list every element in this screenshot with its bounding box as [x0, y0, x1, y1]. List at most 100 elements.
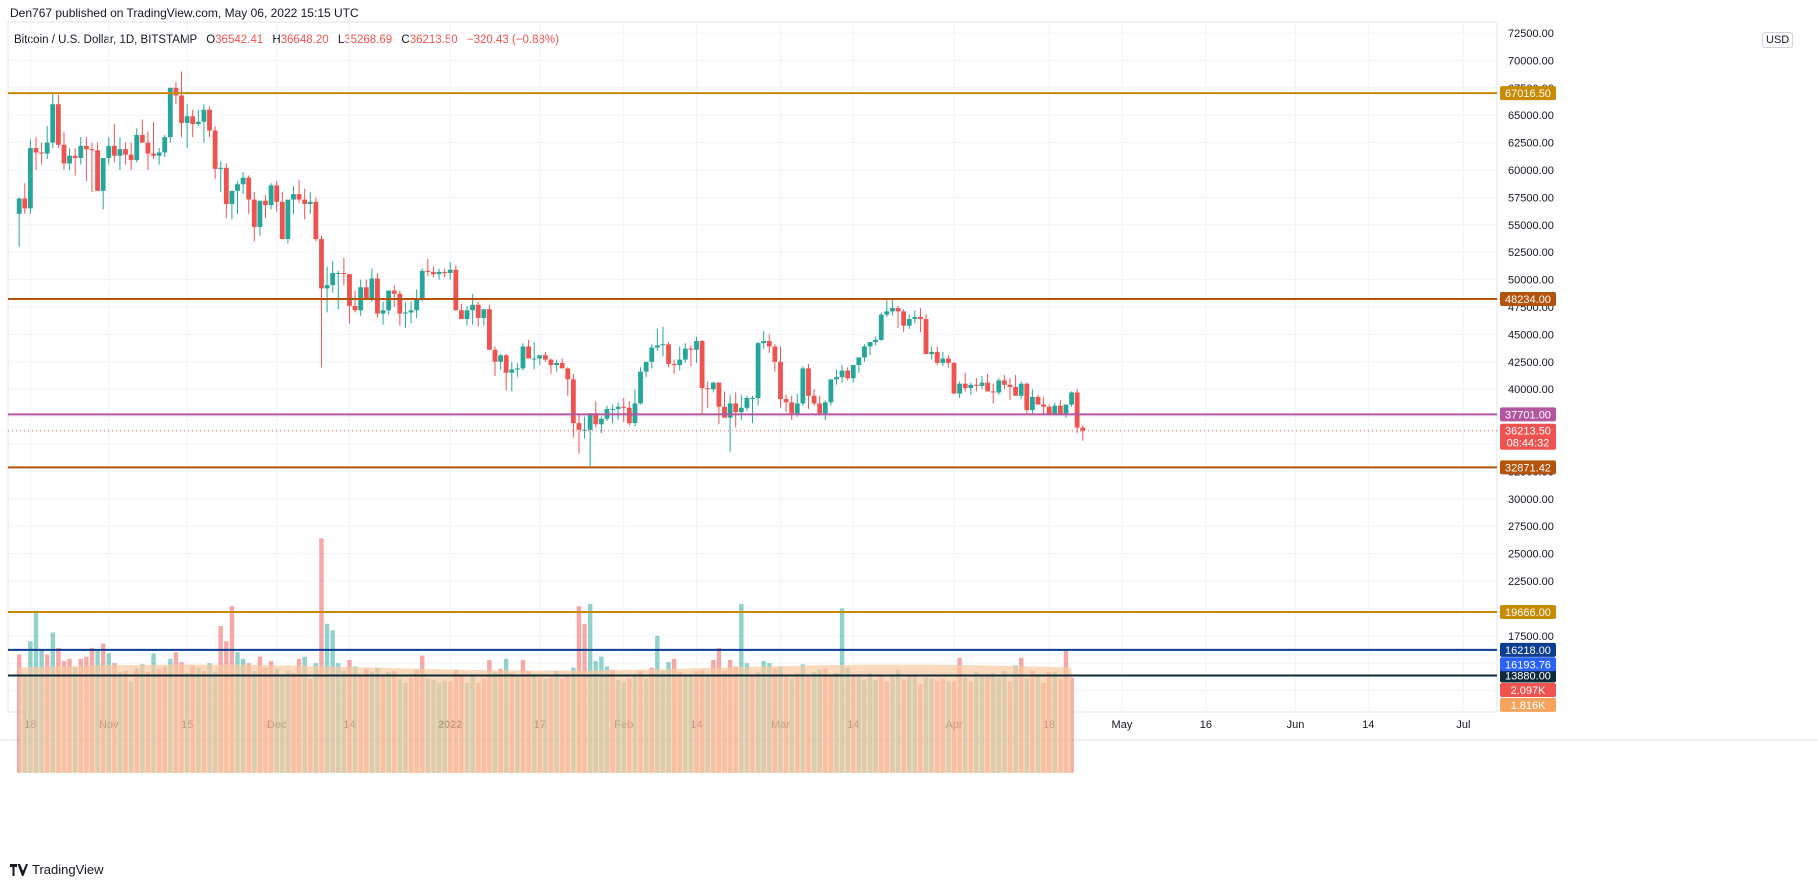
y-tick-label: 60000.00: [1508, 165, 1554, 177]
candle-body: [134, 134, 140, 161]
candle-body: [503, 355, 509, 373]
candle-body: [50, 104, 56, 143]
candle-body: [201, 109, 207, 122]
candle-body: [856, 357, 862, 366]
candle-body: [817, 403, 823, 414]
candle-body: [873, 339, 879, 343]
volume-ma-area: [19, 664, 1072, 773]
candle-body: [610, 408, 615, 410]
candle-body: [22, 198, 28, 209]
y-tick-label: 40000.00: [1508, 384, 1554, 396]
candle-body: [722, 406, 727, 418]
candle-body: [431, 271, 436, 275]
candle-body: [229, 190, 235, 204]
candle-body: [850, 365, 856, 379]
candle-body: [61, 144, 67, 164]
candle-body: [660, 344, 666, 346]
candle-body: [940, 358, 946, 363]
y-tick-label: 57500.00: [1508, 192, 1554, 204]
high-value: 36648.20: [280, 34, 329, 46]
candle-body: [1018, 383, 1024, 396]
price-label-bg: [1500, 605, 1556, 620]
candle-body: [526, 346, 531, 359]
candle-body: [470, 304, 476, 311]
candle-body: [436, 271, 442, 275]
candle-body: [319, 239, 324, 289]
price-label: 13880.00: [1505, 670, 1551, 682]
candle-body: [666, 344, 671, 364]
candle-body: [313, 201, 319, 240]
candle-body: [55, 104, 61, 145]
price-label: 16193.76: [1505, 659, 1551, 671]
price-label-bg: [1500, 697, 1556, 712]
candle-body: [128, 154, 134, 161]
candle-body: [464, 310, 470, 320]
candle-body: [475, 304, 481, 318]
candle-body: [106, 145, 112, 158]
close-label: C: [401, 34, 410, 46]
candle-body: [755, 343, 761, 398]
candle-body: [1052, 405, 1058, 415]
low-value: 35268.69: [344, 34, 393, 46]
candle-body: [330, 273, 336, 286]
change-value: −320.43 (−0.88%): [466, 34, 559, 46]
candle-body: [27, 148, 33, 209]
price-label: 2.097K: [1511, 685, 1547, 697]
candle-body: [39, 152, 44, 154]
candle-body: [1057, 405, 1063, 415]
y-tick-label: 27500.00: [1508, 521, 1554, 533]
candle-body: [156, 152, 162, 156]
candle-body: [285, 199, 291, 240]
candle-body: [347, 274, 352, 306]
candle-body: [408, 310, 414, 313]
candle-body: [1035, 396, 1041, 405]
candle-body: [705, 388, 711, 390]
candle-body: [531, 358, 537, 360]
y-tick-label: 72500.00: [1508, 28, 1554, 40]
candle-body: [123, 149, 128, 155]
y-tick-label: 42500.00: [1508, 357, 1554, 369]
candle-body: [397, 293, 403, 314]
tradingview-footer: TradingView: [10, 862, 104, 877]
publisher-line: Den767 published on TradingView.com, May…: [10, 6, 359, 20]
candle-body: [929, 351, 935, 355]
price-label: 67016.50: [1505, 88, 1551, 100]
candle-body: [710, 382, 716, 390]
candle-body: [139, 134, 145, 143]
volume-bar: [319, 538, 324, 773]
candle-body: [727, 403, 733, 418]
candle-body: [587, 413, 593, 430]
price-label-bg: [1500, 86, 1556, 101]
candle-body: [811, 395, 817, 404]
candle-body: [1024, 383, 1030, 411]
candle-body: [974, 384, 979, 386]
candle-body: [335, 273, 341, 275]
currency-button[interactable]: USD: [1762, 32, 1794, 48]
candle-body: [951, 362, 957, 394]
candle-body: [514, 368, 520, 370]
candle-body: [1080, 427, 1086, 431]
y-tick-label: 50000.00: [1508, 275, 1554, 287]
candle-body: [352, 305, 358, 311]
candle-body: [766, 340, 772, 347]
close-value: 36213.50: [409, 34, 458, 46]
candle-body: [750, 397, 755, 399]
candle-body: [195, 121, 201, 124]
y-tick-label: 22500.00: [1508, 576, 1554, 588]
y-tick-label: 65000.00: [1508, 110, 1554, 122]
open-label: O: [206, 34, 216, 46]
y-tick-label: 45000.00: [1508, 329, 1554, 341]
price-label-bg: [1500, 683, 1556, 698]
candle-body: [240, 177, 246, 185]
candle-body: [694, 340, 699, 350]
candle-body: [1001, 380, 1007, 385]
candle-body: [341, 273, 347, 275]
candle-body: [459, 310, 464, 320]
candle-body: [643, 361, 649, 372]
candle-body: [783, 399, 789, 403]
candle-body: [979, 382, 985, 386]
candle-body: [890, 308, 895, 312]
x-tick-label: Jun: [1287, 719, 1305, 731]
candle-body: [1046, 406, 1052, 415]
